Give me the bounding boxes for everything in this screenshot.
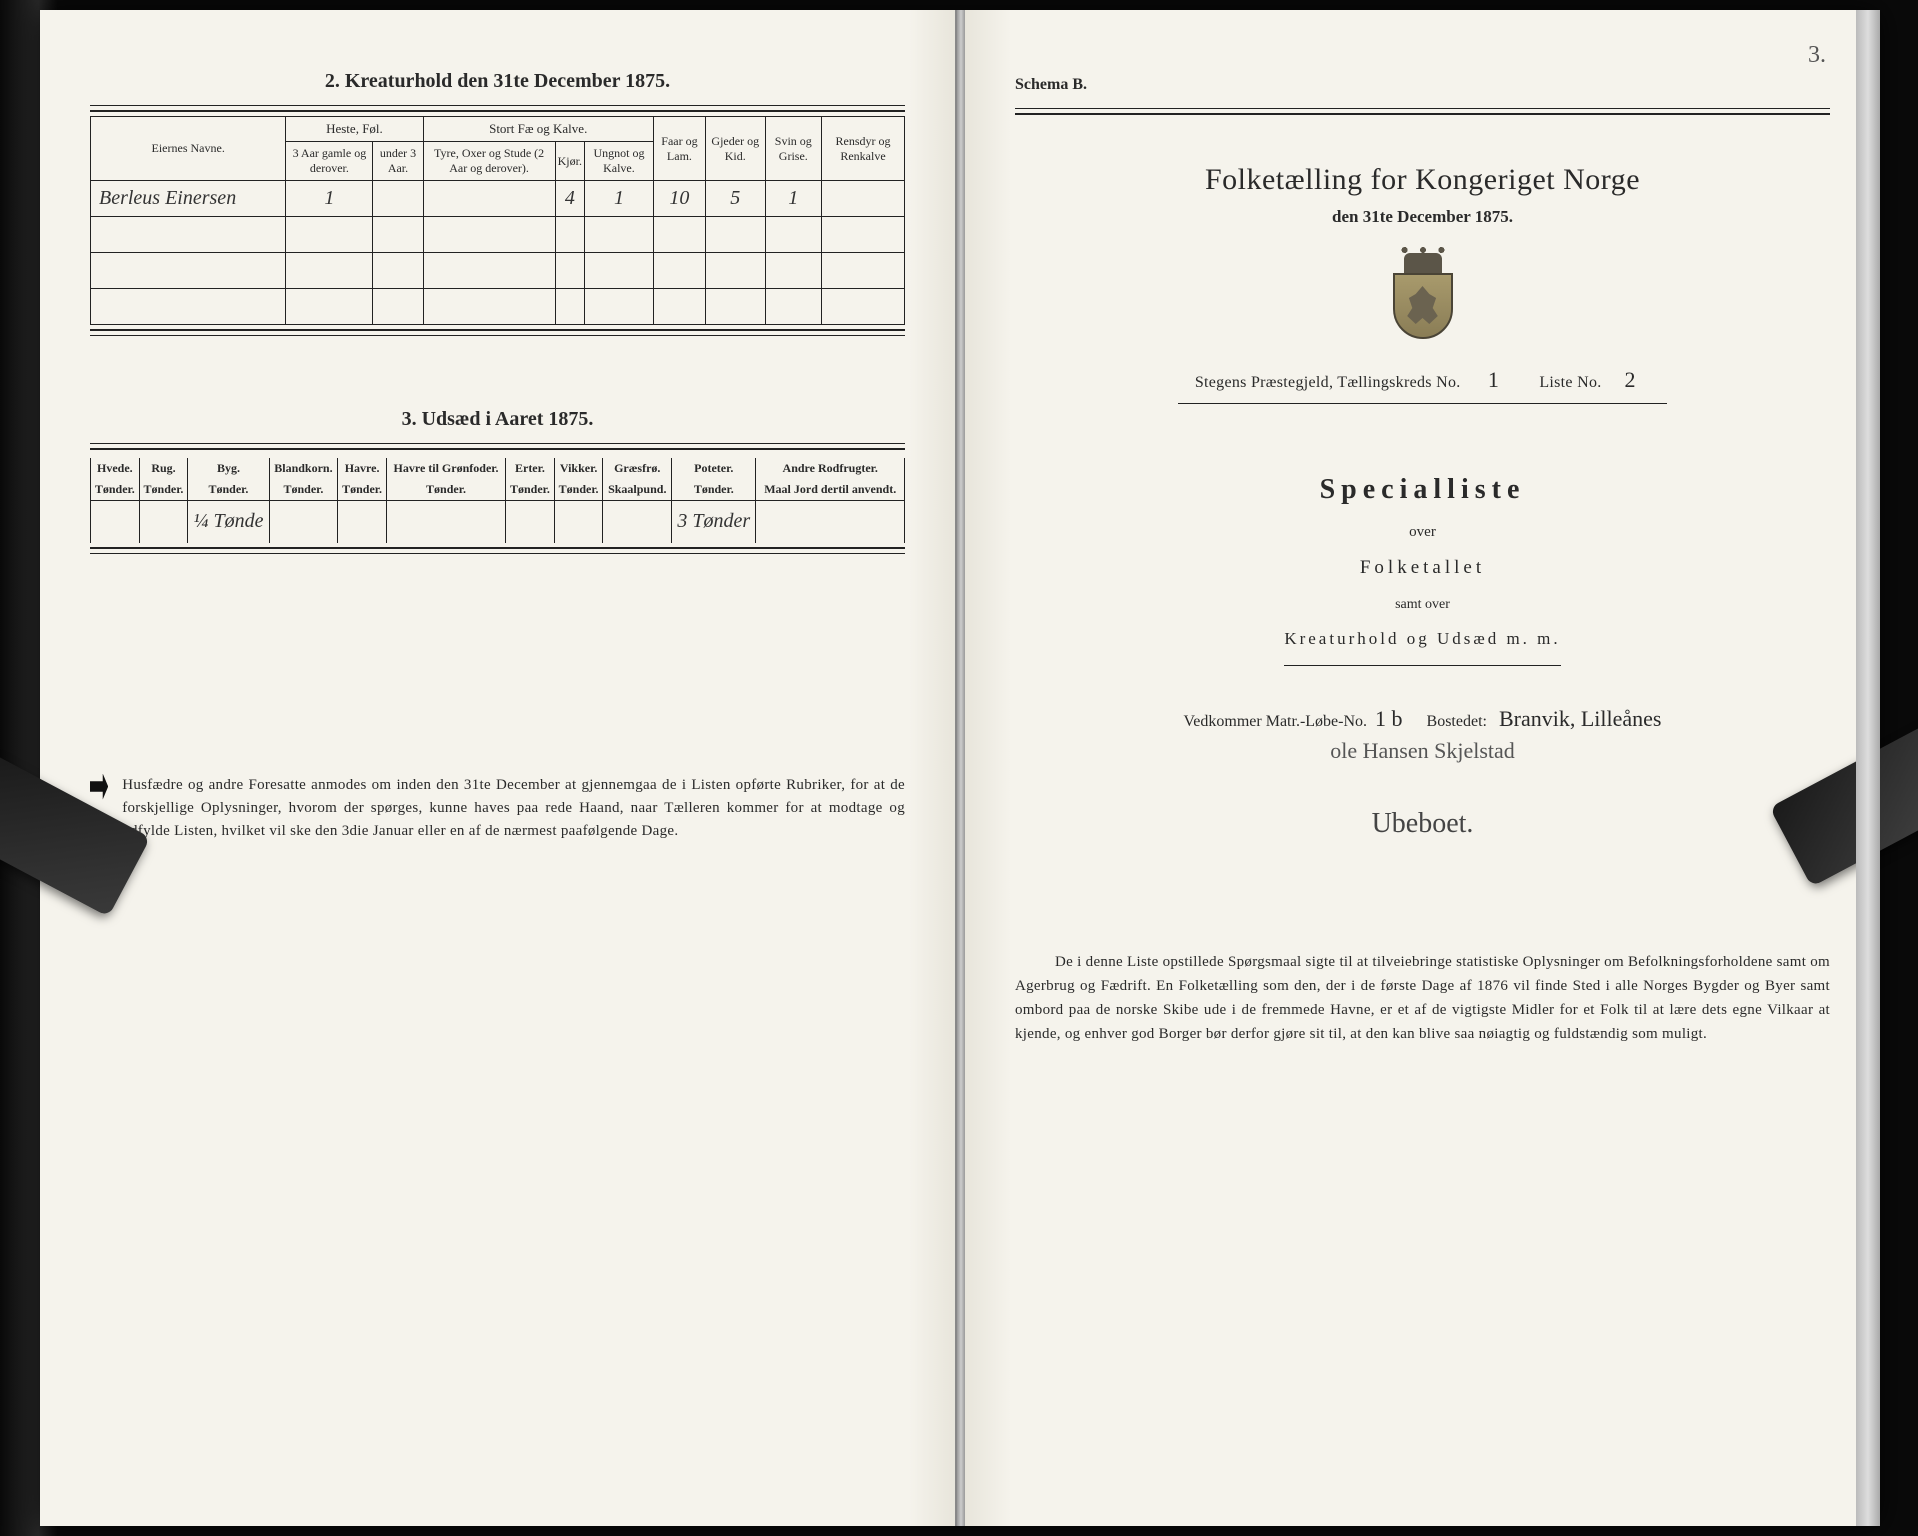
cell: 3 Tønder (672, 501, 756, 543)
bosted-label: Bostedet: (1427, 713, 1487, 730)
matr-line: Vedkommer Matr.-Løbe-No. 1 b Bostedet: B… (1015, 706, 1830, 732)
district-line: Stegens Præstegjeld, Tællingskreds No. 1… (1015, 367, 1830, 393)
th-hvede: Hvede. (91, 458, 140, 479)
th-havre-gron: Havre til Grønfoder. (386, 458, 505, 479)
notice-text: Husfædre og andre Foresatte anmodes om i… (122, 774, 905, 844)
section-2-title: 2. Kreaturhold den 31te December 1875. (90, 70, 905, 93)
cell-name: Berleus Einersen (91, 181, 286, 217)
book-spine (957, 10, 965, 1526)
kreaturhold-table: Eiernes Navne. Heste, Føl. Stort Fæ og K… (90, 116, 905, 325)
table-row: ¼ Tønde 3 Tønder (91, 501, 905, 543)
kreaturhold-label: Kreaturhold og Udsæd m. m. (1015, 629, 1830, 649)
th-unit: Tønder. (139, 479, 188, 501)
th-heste-a: 3 Aar gamle og derover. (286, 142, 373, 181)
th-unit: Skaalpund. (603, 479, 672, 501)
th-poteter: Poteter. (672, 458, 756, 479)
th-stort-group: Stort Fæ og Kalve. (423, 117, 653, 142)
cell: ¼ Tønde (188, 501, 269, 543)
th-unit: Tønder. (672, 479, 756, 501)
specialliste-heading: Specialliste (1015, 474, 1830, 506)
th-unit: Tønder. (188, 479, 269, 501)
folketallet-label: Folketallet (1015, 557, 1830, 579)
rule (90, 329, 905, 331)
cell: 1 (765, 181, 821, 217)
coat-of-arms-icon (1385, 253, 1461, 345)
cell: 1 (286, 181, 373, 217)
cell: 1 (584, 181, 653, 217)
rule (1015, 113, 1830, 115)
over-label: over (1015, 524, 1830, 541)
th-havre: Havre. (338, 458, 387, 479)
th-unit: Maal Jord dertil anvendt. (756, 479, 905, 501)
rule (1015, 108, 1830, 109)
rule (90, 553, 905, 554)
th-svin: Svin og Grise. (765, 117, 821, 181)
praestegjeld-label: Stegens Præstegjeld, Tællingskreds No. (1195, 374, 1461, 391)
open-book: 2. Kreaturhold den 31te December 1875. E… (40, 10, 1880, 1526)
th-rensdyr: Rensdyr og Renkalve (822, 117, 905, 181)
ubeboet-note: Ubeboet. (1015, 808, 1830, 840)
rule (90, 448, 905, 450)
th-faar: Faar og Lam. (653, 117, 705, 181)
th-gjeder: Gjeder og Kid. (705, 117, 765, 181)
liste-number: 2 (1610, 367, 1650, 393)
cell (822, 181, 905, 217)
rule (90, 110, 905, 112)
th-unit: Tønder. (386, 479, 505, 501)
th-eiernes: Eiernes Navne. (91, 117, 286, 181)
rule (1178, 403, 1667, 404)
liste-label: Liste No. (1539, 374, 1601, 391)
cell (423, 181, 555, 217)
th-graes: Græsfrø. (603, 458, 672, 479)
th-stort-a: Tyre, Oxer og Stude (2 Aar og derover). (423, 142, 555, 181)
th-unit: Tønder. (91, 479, 140, 501)
cell (373, 181, 423, 217)
rule (90, 105, 905, 106)
th-bland: Blandkorn. (269, 458, 338, 479)
th-unit: Tønder. (506, 479, 555, 501)
left-page: 2. Kreaturhold den 31te December 1875. E… (40, 10, 957, 1526)
th-heste-b: under 3 Aar. (373, 142, 423, 181)
th-unit: Tønder. (554, 479, 603, 501)
book-page-edges (1856, 10, 1880, 1526)
th-rug: Rug. (139, 458, 188, 479)
th-andre: Andre Rodfrugter. (756, 458, 905, 479)
cell: 5 (705, 181, 765, 217)
th-byg: Byg. (188, 458, 269, 479)
matr-no: 1 b (1375, 706, 1403, 731)
rule (90, 443, 905, 444)
th-unit: Tønder. (269, 479, 338, 501)
udsaed-table: Hvede. Rug. Byg. Blandkorn. Havre. Havre… (90, 458, 905, 543)
tk-number: 1 (1474, 367, 1514, 393)
th-heste-group: Heste, Føl. (286, 117, 423, 142)
cell: 10 (653, 181, 705, 217)
right-page: 3. Schema B. Folketælling for Kongeriget… (965, 10, 1880, 1526)
table-row (91, 253, 905, 289)
th-stort-b: Kjør. (555, 142, 584, 181)
th-vikker: Vikker. (554, 458, 603, 479)
th-erter: Erter. (506, 458, 555, 479)
pointing-hand-icon (90, 774, 108, 800)
th-stort-c: Ungnot og Kalve. (584, 142, 653, 181)
samt-label: samt over (1015, 597, 1830, 613)
bosted-value: Branvik, Lilleånes (1499, 706, 1662, 731)
th-unit: Tønder. (338, 479, 387, 501)
rule (90, 335, 905, 336)
section-3-title: 3. Udsæd i Aaret 1875. (90, 408, 905, 431)
page-number: 3. (1808, 42, 1826, 69)
notice-block: Husfædre og andre Foresatte anmodes om i… (90, 774, 905, 844)
instructions-paragraph: De i denne Liste opstillede Spørgsmaal s… (1015, 950, 1830, 1046)
rule (90, 547, 905, 549)
table-row (91, 289, 905, 325)
census-title: Folketælling for Kongeriget Norge (1015, 163, 1830, 197)
census-subtitle: den 31te December 1875. (1015, 207, 1830, 227)
rule (1284, 665, 1561, 666)
bosted-sub: ole Hansen Skjelstad (1015, 738, 1830, 764)
cell: 4 (555, 181, 584, 217)
table-row (91, 217, 905, 253)
vedk-label: Vedkommer Matr.-Løbe-No. (1184, 713, 1368, 730)
schema-label: Schema B. (1015, 76, 1830, 94)
table-row: Berleus Einersen 1 4 1 10 5 1 (91, 181, 905, 217)
